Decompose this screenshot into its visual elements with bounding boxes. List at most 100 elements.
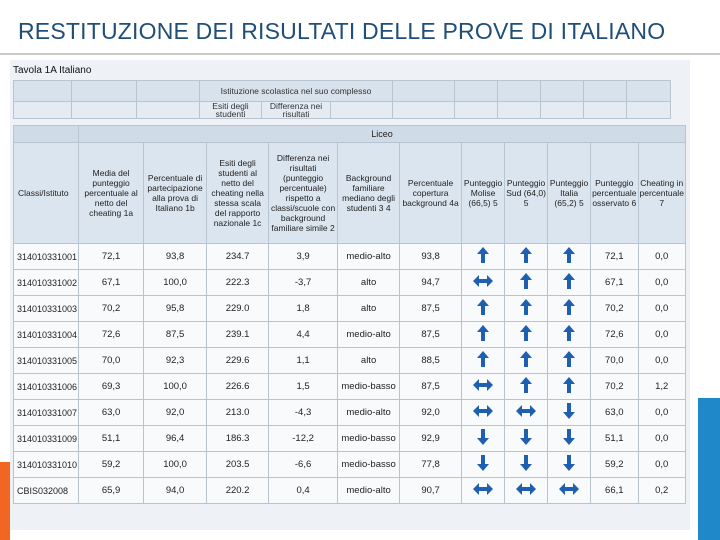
cell-sud bbox=[504, 399, 549, 426]
cell-esiti: 203.5 bbox=[206, 451, 270, 478]
cell-differenza: -6,6 bbox=[268, 451, 339, 478]
top-summary-table: Istituzione scolastica nel suo complesso… bbox=[13, 80, 671, 119]
cell-sud bbox=[504, 477, 549, 504]
cell-differenza: 0,4 bbox=[268, 477, 339, 504]
liceo-results-table: Liceo Classi/Istituto Media del punteggi… bbox=[12, 125, 686, 504]
arrow-up-icon bbox=[563, 351, 576, 370]
table-row: 314010331001 72,1 93,8 234.7 3,9 medio-alto 93… bbox=[12, 243, 686, 270]
group-header: Istituzione scolastica nel suo complesso bbox=[199, 80, 393, 102]
cell-partecipazione: 94,0 bbox=[143, 477, 208, 504]
arrow-up-icon bbox=[520, 325, 533, 344]
cell-sud bbox=[504, 295, 549, 322]
col-header-copertura: Percentuale copertura background 4a bbox=[399, 142, 463, 244]
cell-background: alto bbox=[337, 347, 401, 374]
col-header-background: Background familiare mediano degli stude… bbox=[337, 142, 401, 244]
cell-partecipazione: 92,0 bbox=[143, 399, 208, 426]
cell-sud bbox=[504, 347, 549, 374]
cell-partecipazione: 87,5 bbox=[143, 321, 208, 348]
cell-differenza: 1,8 bbox=[268, 295, 339, 322]
cell-class-code: 314010331006 bbox=[12, 373, 80, 400]
cell-media: 70,0 bbox=[78, 347, 145, 374]
col-header-italia: Punteggio Italia (65,2) 5 bbox=[547, 142, 592, 244]
cell-cheating: 0,0 bbox=[637, 399, 686, 426]
cell-italia bbox=[547, 451, 592, 478]
cell-partecipazione: 93,8 bbox=[143, 243, 208, 270]
cell-osservato: 59,2 bbox=[590, 451, 639, 478]
arrow-up-icon bbox=[520, 273, 533, 292]
cell-molise bbox=[461, 373, 506, 400]
arrow-up-icon bbox=[563, 325, 576, 344]
cell-cheating: 0,0 bbox=[637, 243, 686, 270]
col-header-sud: Punteggio Sud (64,0) 5 bbox=[504, 142, 549, 244]
cell-osservato: 67,1 bbox=[590, 269, 639, 296]
cell-cheating: 0,2 bbox=[637, 477, 686, 504]
arrow-down-icon bbox=[563, 403, 576, 422]
arrow-up-icon bbox=[563, 247, 576, 266]
cell-cheating: 0,0 bbox=[637, 425, 686, 452]
cell-cheating: 1,2 bbox=[637, 373, 686, 400]
cell-osservato: 51,1 bbox=[590, 425, 639, 452]
cell-esiti: 239.1 bbox=[206, 321, 270, 348]
cell-copertura: 90,7 bbox=[399, 477, 463, 504]
cell-italia bbox=[547, 243, 592, 270]
cell-molise bbox=[461, 321, 506, 348]
cell-italia bbox=[547, 321, 592, 348]
table-row: 314010331003 70,2 95,8 229.0 1,8 alto 87,5 70,2… bbox=[12, 295, 686, 322]
arrow-down-icon bbox=[477, 455, 490, 474]
table-body: 314010331001 72,1 93,8 234.7 3,9 medio-alto 93… bbox=[12, 243, 686, 504]
cell-cheating: 0,0 bbox=[637, 321, 686, 348]
arrow-up-icon bbox=[563, 299, 576, 318]
cell-media: 69,3 bbox=[78, 373, 145, 400]
arrow-up-icon bbox=[477, 325, 490, 344]
cell-differenza: 1,5 bbox=[268, 373, 339, 400]
cell-copertura: 92,0 bbox=[399, 399, 463, 426]
cell-background: medio-basso bbox=[337, 425, 401, 452]
cell-media: 67,1 bbox=[78, 269, 145, 296]
subheader-esiti: Esiti degli studenti bbox=[199, 101, 262, 119]
cell-media: 72,6 bbox=[78, 321, 145, 348]
col-header-classi: Classi/Istituto bbox=[12, 142, 80, 244]
cell-italia bbox=[547, 269, 592, 296]
arrow-up-icon bbox=[477, 247, 490, 266]
decorative-blue-bar bbox=[698, 398, 720, 540]
col-header-partecipazione: Percentuale di partecipazione alla prova… bbox=[143, 142, 208, 244]
cell-class-code: 314010331003 bbox=[12, 295, 80, 322]
cell-italia bbox=[547, 477, 592, 504]
arrow-down-icon bbox=[520, 429, 533, 448]
arrow-up-icon bbox=[563, 273, 576, 292]
cell-esiti: 213.0 bbox=[206, 399, 270, 426]
cell-class-code: 314010331004 bbox=[12, 321, 80, 348]
cell-italia bbox=[547, 295, 592, 322]
cell-partecipazione: 100,0 bbox=[143, 269, 208, 296]
cell-esiti: 186.3 bbox=[206, 425, 270, 452]
cell-media: 63,0 bbox=[78, 399, 145, 426]
subheader-differenza: Differenza nei risultati bbox=[261, 101, 331, 119]
cell-sud bbox=[504, 243, 549, 270]
cell-osservato: 70,0 bbox=[590, 347, 639, 374]
cell-differenza: 4,4 bbox=[268, 321, 339, 348]
arrow-up-icon bbox=[520, 377, 533, 396]
table-row: 314010331002 67,1 100,0 222.3 -3,7 alto 94,7 67… bbox=[12, 269, 686, 296]
cell-class-code: 314010331005 bbox=[12, 347, 80, 374]
cell-cheating: 0,0 bbox=[637, 451, 686, 478]
cell-partecipazione: 96,4 bbox=[143, 425, 208, 452]
cell-cheating: 0,0 bbox=[637, 269, 686, 296]
arrow-up-icon bbox=[477, 299, 490, 318]
arrow-left-right-icon bbox=[473, 379, 494, 394]
arrow-down-icon bbox=[477, 429, 490, 448]
cell-molise bbox=[461, 399, 506, 426]
cell-media: 72,1 bbox=[78, 243, 145, 270]
cell-osservato: 72,1 bbox=[590, 243, 639, 270]
arrow-up-icon bbox=[520, 247, 533, 266]
cell-copertura: 94,7 bbox=[399, 269, 463, 296]
cell-molise bbox=[461, 269, 506, 296]
table-caption: Tavola 1A Italiano bbox=[13, 65, 92, 76]
table-row: CBIS032008 65,9 94,0 220.2 0,4 medio-alto 90,7… bbox=[12, 477, 686, 504]
cell-esiti: 229.0 bbox=[206, 295, 270, 322]
cell-differenza: 1,1 bbox=[268, 347, 339, 374]
cell-sud bbox=[504, 373, 549, 400]
cell-class-code: CBIS032008 bbox=[12, 477, 80, 504]
arrow-left-right-icon bbox=[516, 483, 537, 498]
decorative-orange-bar bbox=[0, 462, 10, 540]
cell-differenza: -3,7 bbox=[268, 269, 339, 296]
